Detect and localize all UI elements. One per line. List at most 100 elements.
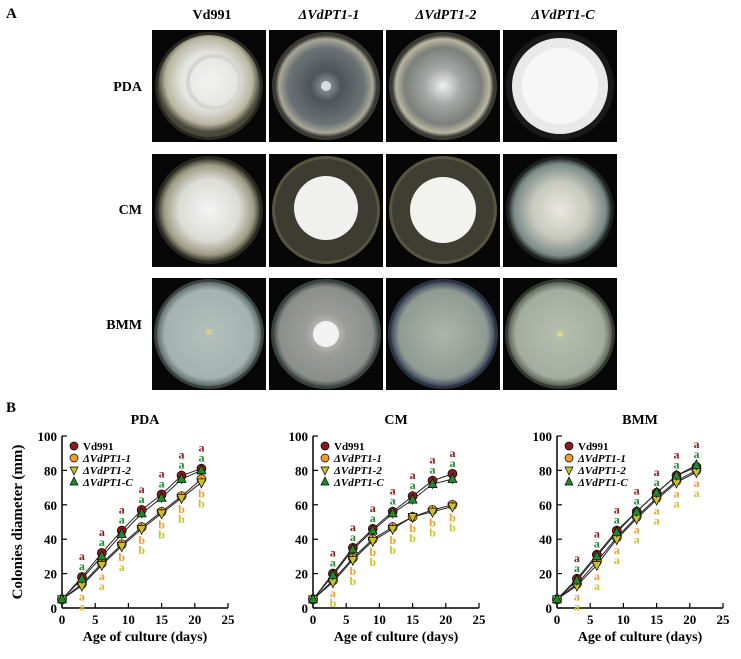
- significance-letter: b: [429, 526, 436, 540]
- data-point: [156, 509, 167, 520]
- data-point: [347, 555, 358, 567]
- significance-letter: a: [410, 468, 416, 482]
- chart-0: PDA 0 20 40 60 80 100 0 5 10 15 20 25 Age of culture …: [10, 413, 235, 645]
- x-axis-label: Age of culture (days): [334, 630, 459, 645]
- x-tick-label: 15: [155, 612, 169, 627]
- x-axis-label: Age of culture (days): [578, 630, 703, 645]
- data-point: [691, 458, 702, 470]
- significance-letter: a: [614, 553, 620, 567]
- legend-marker: [564, 441, 574, 451]
- x-tick-label: 5: [343, 612, 350, 627]
- data-point: [631, 505, 642, 516]
- data-point: [571, 574, 582, 585]
- significance-letter: a: [99, 525, 105, 539]
- x-tick-label: 15: [406, 612, 420, 627]
- significance-letter: a: [350, 520, 356, 534]
- significance-letter: b: [178, 512, 185, 526]
- data-point: [56, 593, 68, 604]
- significance-letter: b: [409, 521, 416, 535]
- y-tick-label: 20: [539, 567, 552, 582]
- y-tick-label: 100: [38, 429, 58, 444]
- y-tick-label: 20: [44, 567, 57, 582]
- y-tick-label: 0: [51, 601, 58, 616]
- x-tick-label: 0: [310, 612, 317, 627]
- chart-2: BMM 0 20 40 60 80 100 0 5 10 15 20 25 Age of culture …: [533, 413, 731, 645]
- significance-letter: a: [654, 465, 660, 479]
- legend-marker: [69, 453, 79, 463]
- significance-letter: a: [139, 492, 145, 506]
- significance-letter: a: [79, 549, 85, 563]
- legend-label: ΔVdPT1-1: [577, 453, 626, 465]
- x-tick-label: 25: [222, 612, 236, 627]
- significance-letter: a: [693, 447, 699, 461]
- data-point: [116, 542, 127, 553]
- significance-letter: a: [390, 484, 396, 498]
- significance-letter: b: [198, 496, 205, 510]
- row-header-pda: PDA: [113, 80, 142, 95]
- x-tick-label: 10: [122, 612, 135, 627]
- significance-letter: b: [138, 533, 145, 547]
- data-point: [136, 525, 147, 536]
- significance-letter: a: [594, 569, 600, 583]
- significance-letter: b: [330, 596, 337, 610]
- plate-bmm-dvdpt1-2: [386, 278, 500, 390]
- significance-letter: a: [654, 475, 660, 489]
- x-tick-label: 5: [92, 612, 99, 627]
- significance-letter: b: [409, 531, 416, 545]
- data-point: [307, 593, 319, 604]
- significance-letter: b: [158, 527, 165, 541]
- data-point: [156, 491, 167, 502]
- x-tick-label: 0: [59, 612, 66, 627]
- significance-letter: a: [693, 476, 699, 490]
- data-point: [347, 543, 358, 554]
- panel-b-label: B: [6, 400, 17, 416]
- significance-letter: b: [198, 486, 205, 500]
- significance-letter: a: [99, 535, 105, 549]
- legend-marker: [564, 466, 574, 476]
- legend-marker: [564, 453, 574, 463]
- data-point: [176, 494, 187, 505]
- legend-label: Vd991: [83, 441, 114, 453]
- growth-charts: PDA 0 20 40 60 80 100 0 5 10 15 20 25 Age of culture …: [0, 404, 741, 654]
- row-header-bmm: BMM: [106, 318, 142, 333]
- significance-letter: a: [654, 504, 660, 518]
- significance-letter: a: [614, 513, 620, 527]
- column-header-dvdpt1-1: ΔVdPT1-1: [298, 8, 360, 23]
- significance-letter: a: [430, 453, 436, 467]
- significance-letter: b: [138, 543, 145, 557]
- data-point: [671, 469, 682, 480]
- significance-letter: a: [159, 476, 165, 490]
- plate-cm-dvdpt1-c: [503, 154, 617, 267]
- y-axis-label: Colonies diameter (mm): [10, 445, 26, 600]
- data-point: [96, 561, 107, 572]
- data-point: [427, 477, 438, 489]
- data-point: [651, 486, 662, 497]
- legend-marker: [320, 453, 330, 463]
- x-tick-label: 10: [617, 612, 630, 627]
- significance-letter: a: [99, 569, 105, 583]
- legend-marker: [69, 441, 79, 451]
- plate-bmm-dvdpt1-1: [269, 278, 383, 390]
- significance-letter: a: [674, 496, 680, 510]
- significance-letter: a: [330, 546, 336, 560]
- significance-letter: b: [429, 516, 436, 530]
- plate-pda-dvdpt1-1: [269, 30, 383, 142]
- chart-title: PDA: [131, 413, 161, 428]
- significance-letter: b: [369, 545, 376, 559]
- legend-label: ΔVdPT1-C: [333, 477, 384, 489]
- significance-letter: b: [178, 502, 185, 516]
- legend-label: ΔVdPT1-C: [82, 477, 133, 489]
- plate-pda-dvdpt1-2: [386, 30, 500, 142]
- data-point: [447, 472, 458, 483]
- significance-letter: a: [198, 441, 204, 455]
- y-tick-label: 60: [295, 498, 308, 513]
- x-axis-label: Age of culture (days): [83, 630, 208, 645]
- data-point: [136, 507, 147, 518]
- significance-letter: a: [79, 600, 85, 614]
- legend-label: Vd991: [334, 441, 365, 453]
- data-point: [96, 550, 107, 561]
- legend-marker: [69, 466, 79, 476]
- chart-1: CM 0 20 40 60 80 100 0 5 10 15 20 25 Age of culture (…: [289, 413, 487, 645]
- significance-letter: a: [198, 451, 204, 465]
- data-point: [427, 507, 438, 518]
